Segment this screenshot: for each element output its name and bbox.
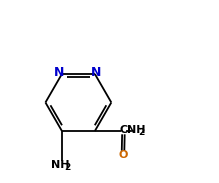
Text: N: N (91, 66, 102, 79)
Text: NH: NH (51, 160, 70, 170)
Text: N: N (54, 66, 64, 79)
Text: 2: 2 (64, 163, 70, 172)
Text: C: C (119, 125, 127, 135)
Text: 2: 2 (138, 128, 144, 137)
Text: NH: NH (127, 125, 145, 135)
Text: O: O (118, 150, 127, 160)
